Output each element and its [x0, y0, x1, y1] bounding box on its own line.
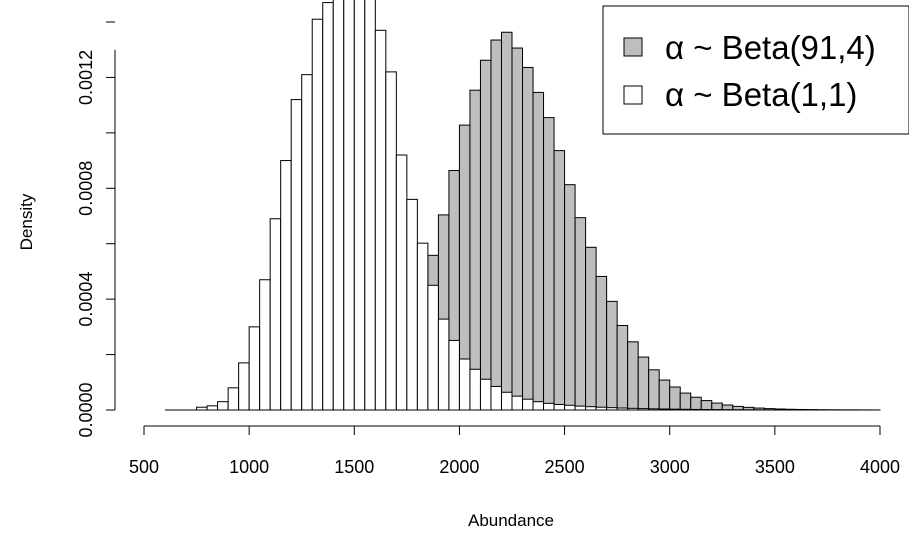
bar — [511, 395, 524, 411]
x-tick-label: 3000 — [650, 457, 690, 477]
bar — [448, 339, 460, 411]
legend-label-beta-91-4: α ~ Beta(91,4) — [665, 29, 876, 66]
bar — [353, 0, 366, 411]
x-tick-label: 500 — [129, 457, 159, 477]
bar — [595, 275, 608, 411]
bar — [553, 403, 566, 411]
bar — [479, 59, 492, 411]
bar — [522, 398, 534, 411]
bar — [574, 217, 587, 411]
bar — [385, 71, 397, 411]
bar — [490, 39, 502, 411]
bar — [427, 284, 439, 411]
y-axis: 0.0000 0.0004 0.0008 0.0012 — [76, 21, 116, 438]
x-axis: 500 1000 1500 2000 2500 3000 3500 4000 — [129, 425, 900, 477]
bar — [648, 369, 660, 411]
bar — [522, 66, 534, 411]
bar — [416, 242, 429, 411]
y-tick-label: 0.0008 — [76, 161, 96, 216]
bar — [311, 18, 324, 411]
bar — [227, 387, 240, 411]
bar — [479, 378, 492, 411]
legend: α ~ Beta(91,4) α ~ Beta(1,1) — [602, 5, 909, 135]
bar — [395, 154, 408, 411]
bar — [343, 0, 355, 411]
bar — [658, 379, 671, 411]
bar — [679, 392, 692, 411]
legend-swatch-beta-91-4 — [623, 37, 643, 57]
y-axis-title: Density — [17, 193, 36, 250]
bar — [437, 318, 450, 411]
bar — [469, 368, 481, 411]
bar — [637, 356, 650, 411]
bar — [564, 184, 576, 411]
x-tick-label: 3500 — [755, 457, 795, 477]
bar — [606, 300, 618, 411]
bar — [532, 401, 545, 411]
bar — [511, 47, 524, 411]
bar — [269, 218, 282, 411]
bar — [290, 99, 303, 411]
x-axis-title: Abundance — [468, 511, 554, 530]
bar — [206, 405, 219, 411]
histogram-bars — [165, 0, 881, 411]
legend-swatch-beta-1-1 — [623, 85, 643, 105]
bar — [406, 198, 418, 411]
bar — [217, 401, 229, 411]
bar — [490, 385, 502, 411]
bar — [500, 391, 513, 411]
bar — [248, 326, 261, 411]
bar — [543, 402, 555, 411]
bar — [585, 246, 597, 411]
bar — [627, 341, 639, 411]
x-tick-label: 4000 — [860, 457, 900, 477]
bar — [669, 386, 681, 411]
legend-label-beta-1-1: α ~ Beta(1,1) — [665, 76, 857, 113]
bar — [259, 279, 271, 411]
bar — [500, 31, 513, 411]
bar — [690, 396, 702, 411]
bar — [322, 2, 334, 411]
bar — [301, 74, 313, 411]
bar — [364, 0, 376, 411]
bar — [616, 324, 629, 411]
bar — [532, 91, 545, 411]
y-tick-label: 0.0000 — [76, 382, 96, 437]
bar — [564, 404, 576, 411]
bar — [458, 358, 471, 411]
bar — [238, 362, 250, 411]
bar — [469, 89, 481, 411]
bar — [543, 117, 555, 411]
x-tick-label: 1500 — [334, 457, 374, 477]
bar — [574, 405, 587, 411]
legend-box — [602, 5, 909, 135]
bar — [332, 0, 345, 411]
bar — [280, 160, 292, 411]
bar — [711, 402, 723, 411]
y-tick-label: 0.0004 — [76, 272, 96, 327]
x-tick-label: 2000 — [439, 457, 479, 477]
x-tick-label: 1000 — [229, 457, 269, 477]
y-tick-label: 0.0012 — [76, 50, 96, 105]
x-tick-label: 2500 — [545, 457, 585, 477]
bar — [374, 29, 387, 411]
bar — [553, 150, 566, 411]
series-0-bars — [165, 0, 880, 411]
bar — [700, 400, 713, 411]
